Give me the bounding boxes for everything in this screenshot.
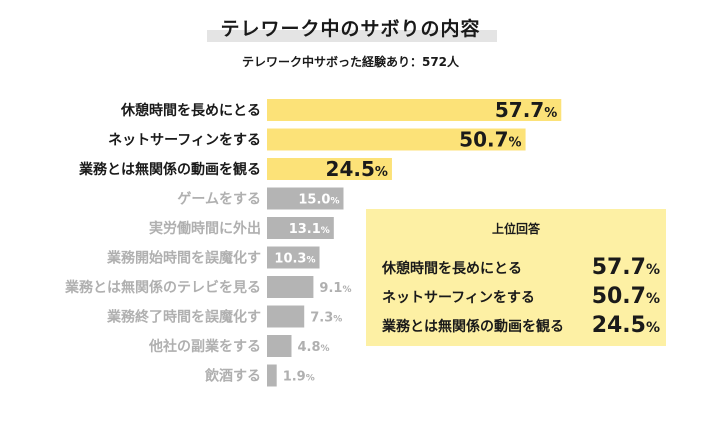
category-label: 実労働時間に外出 xyxy=(149,220,261,237)
chart-title: テレワーク中のサボりの内容 xyxy=(220,18,481,40)
top-answer-row: 業務とは無関係の動画を観る 24.5% xyxy=(382,312,660,338)
bar xyxy=(267,187,344,210)
top-answers-box: 上位回答 休憩時間を長めにとる 57.7% ネットサーフィンをする 50.7% … xyxy=(366,209,666,346)
bar xyxy=(267,364,277,387)
value-label: 50.7% xyxy=(459,128,521,152)
value-label: 7.3% xyxy=(310,311,342,326)
top-answer-row: ネットサーフィンをする 50.7% xyxy=(382,283,660,309)
bar xyxy=(267,276,314,298)
bar xyxy=(267,99,562,121)
category-label: ネットサーフィンをする xyxy=(108,133,261,149)
bar xyxy=(267,246,320,269)
category-label: 休憩時間を長めにとる xyxy=(120,102,261,119)
top-answer-value: 50.7% xyxy=(591,284,660,309)
value-label: 10.3% xyxy=(274,252,315,267)
bar xyxy=(267,128,526,151)
top-answers-title: 上位回答 xyxy=(491,222,540,236)
value-label: 9.1% xyxy=(319,281,351,296)
top-answer-label: ネットサーフィンをする xyxy=(382,290,535,306)
bar xyxy=(267,305,305,328)
category-label: 業務とは無関係のテレビを見る xyxy=(64,279,261,296)
category-label: 業務終了時間を誤魔化す xyxy=(106,309,261,326)
category-label: ゲームをする xyxy=(177,191,261,208)
category-label: 業務開始時間を誤魔化す xyxy=(106,250,261,267)
value-label: 24.5% xyxy=(326,157,388,181)
value-label: 13.1% xyxy=(289,222,330,237)
bar xyxy=(267,217,334,239)
top-answer-value: 24.5% xyxy=(591,313,660,338)
title-underline-bar xyxy=(207,30,497,42)
category-label: 業務とは無関係の動画を観る xyxy=(78,161,261,178)
top-answer-label: 業務とは無関係の動画を観る xyxy=(382,319,564,335)
value-label: 1.9% xyxy=(283,370,315,385)
category-label: 他社の副業をする xyxy=(148,338,261,355)
value-label: 4.8% xyxy=(297,340,329,355)
chart-subtitle: テレワーク中サボった経験あり：572人 xyxy=(241,55,460,69)
top-answer-row: 休憩時間を長めにとる 57.7% xyxy=(382,254,660,280)
bar xyxy=(267,158,392,180)
bar xyxy=(267,335,292,357)
value-label: 15.0% xyxy=(298,193,339,208)
top-answer-label: 休憩時間を長めにとる xyxy=(382,261,522,277)
category-label: 飲酒する xyxy=(204,368,261,385)
title-area: テレワーク中のサボりの内容 xyxy=(0,10,701,44)
top-answer-value: 57.7% xyxy=(591,255,660,280)
value-label: 57.7% xyxy=(495,98,557,122)
